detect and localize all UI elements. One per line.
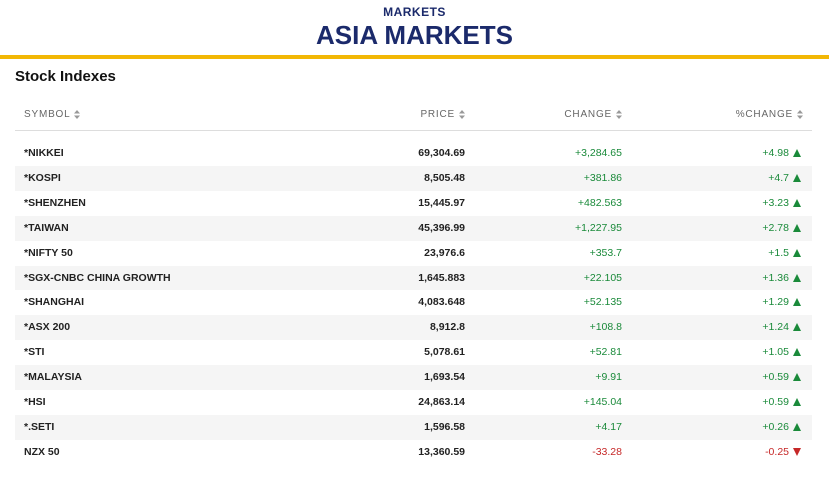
price: 8,912.8 bbox=[429, 321, 465, 334]
percent-change: +3.23 bbox=[762, 196, 789, 209]
up-arrow bbox=[793, 348, 801, 357]
up-arrow bbox=[793, 173, 801, 182]
table-row: *SHANGHAI 4,083.648 +52.135 +1.29 bbox=[15, 290, 812, 316]
symbol[interactable]: *KOSPI bbox=[24, 171, 61, 184]
symbol[interactable]: *MALAYSIA bbox=[24, 371, 82, 384]
table-row: *ASX 200 8,912.8 +108.8 +1.24 bbox=[15, 315, 812, 341]
percent-change: +0.59 bbox=[762, 396, 789, 408]
column-label: %CHANGE bbox=[735, 109, 793, 120]
sort-icon bbox=[616, 109, 622, 119]
percent-change: -0.25 bbox=[765, 445, 789, 458]
symbol[interactable]: *HSI bbox=[24, 396, 46, 408]
column-label: PRICE bbox=[420, 109, 455, 120]
table-row: *NIKKEI 69,304.69 +3,284.65 +4.98 bbox=[15, 141, 812, 166]
change: +353.7 bbox=[589, 246, 622, 259]
price: 69,304.69 bbox=[418, 147, 465, 159]
sort-icon bbox=[74, 109, 81, 119]
header-rule bbox=[15, 130, 812, 131]
table-row: *TAIWAN 45,396.99 +1,227.95 +2.78 bbox=[15, 215, 812, 241]
column-label: CHANGE bbox=[564, 109, 612, 120]
sort-icon bbox=[459, 109, 465, 119]
symbol[interactable]: *NIFTY 50 bbox=[24, 246, 73, 259]
change: +3,284.65 bbox=[574, 147, 622, 159]
section-title: Stock Indexes bbox=[15, 68, 116, 85]
up-arrow bbox=[793, 273, 801, 282]
up-arrow bbox=[793, 373, 801, 382]
up-arrow bbox=[793, 248, 801, 257]
price: 24,863.14 bbox=[418, 396, 465, 408]
up-arrow bbox=[793, 323, 801, 332]
symbol[interactable]: *ASX 200 bbox=[24, 321, 71, 334]
table-row: *STI 5,078.61 +52.81 +1.05 bbox=[15, 340, 812, 366]
price: 4,083.648 bbox=[418, 296, 465, 309]
percent-change: +2.78 bbox=[762, 221, 789, 234]
percent-change: +0.26 bbox=[762, 420, 789, 433]
change: +22.105 bbox=[583, 271, 622, 284]
change: +145.04 bbox=[583, 396, 622, 408]
column-label: SYMBOL bbox=[24, 109, 71, 120]
price: 13,360.59 bbox=[418, 445, 465, 458]
column-header[interactable]: SYMBOL bbox=[24, 109, 81, 120]
up-arrow bbox=[793, 223, 801, 232]
price: 1,645.883 bbox=[418, 271, 465, 284]
table-row: *SHENZHEN 15,445.97 +482.563 +3.23 bbox=[15, 190, 812, 216]
change: +1,227.95 bbox=[574, 221, 622, 234]
percent-change: +1.24 bbox=[762, 321, 789, 334]
up-arrow bbox=[793, 298, 801, 307]
table-row: *NIFTY 50 23,976.6 +353.7 +1.5 bbox=[15, 240, 812, 266]
change: -33.28 bbox=[592, 445, 622, 458]
symbol[interactable]: NZX 50 bbox=[24, 445, 60, 458]
percent-change: +1.05 bbox=[762, 346, 789, 359]
symbol[interactable]: *.SETI bbox=[24, 420, 55, 433]
price: 23,976.6 bbox=[424, 246, 465, 259]
table-row: *HSI 24,863.14 +145.04 +0.59 bbox=[15, 390, 812, 415]
price: 8,505.48 bbox=[424, 171, 465, 184]
table-row: NZX 50 13,360.59 -33.28 -0.25 bbox=[15, 439, 812, 465]
price: 1,596.58 bbox=[424, 420, 465, 433]
column-header[interactable]: %CHANGE bbox=[736, 109, 803, 120]
change: +4.17 bbox=[595, 420, 622, 433]
column-header[interactable]: PRICE bbox=[420, 109, 465, 120]
change: +482.563 bbox=[577, 196, 622, 209]
price: 5,078.61 bbox=[424, 346, 465, 359]
down-arrow bbox=[793, 447, 801, 456]
change: +52.81 bbox=[589, 346, 622, 359]
up-arrow bbox=[793, 149, 801, 157]
change: +52.135 bbox=[583, 296, 622, 309]
table-row: *.SETI 1,596.58 +4.17 +0.26 bbox=[15, 414, 812, 440]
percent-change: +4.7 bbox=[768, 171, 789, 184]
divider bbox=[0, 55, 829, 59]
table-row: *KOSPI 8,505.48 +381.86 +4.7 bbox=[15, 165, 812, 191]
sort-icon bbox=[797, 109, 803, 119]
change: +108.8 bbox=[589, 321, 622, 334]
column-header[interactable]: CHANGE bbox=[564, 109, 622, 120]
symbol[interactable]: *TAIWAN bbox=[24, 221, 69, 234]
table-row: *SGX-CNBC CHINA GROWTH 1,645.883 +22.105 +1… bbox=[15, 265, 812, 291]
percent-change: +1.29 bbox=[762, 296, 789, 309]
page-title: ASIA MARKETS bbox=[316, 20, 513, 50]
change: +381.86 bbox=[583, 171, 622, 184]
kicker: MARKETS bbox=[383, 5, 446, 19]
percent-change: +0.59 bbox=[762, 371, 789, 384]
symbol[interactable]: *SHANGHAI bbox=[24, 296, 85, 309]
percent-change: +1.36 bbox=[762, 271, 789, 284]
up-arrow bbox=[793, 198, 801, 207]
table-row: *MALAYSIA 1,693.54 +9.91 +0.59 bbox=[15, 365, 812, 391]
change: +9.91 bbox=[595, 371, 622, 384]
price: 45,396.99 bbox=[418, 221, 465, 234]
price: 1,693.54 bbox=[424, 371, 465, 384]
percent-change: +1.5 bbox=[768, 246, 789, 259]
up-arrow bbox=[793, 422, 801, 431]
price: 15,445.97 bbox=[418, 196, 465, 209]
symbol[interactable]: *SHENZHEN bbox=[24, 196, 86, 209]
symbol[interactable]: *NIKKEI bbox=[24, 147, 64, 159]
up-arrow bbox=[793, 398, 801, 406]
symbol[interactable]: *SGX-CNBC CHINA GROWTH bbox=[24, 271, 171, 284]
percent-change: +4.98 bbox=[762, 147, 789, 159]
symbol[interactable]: *STI bbox=[24, 346, 45, 359]
